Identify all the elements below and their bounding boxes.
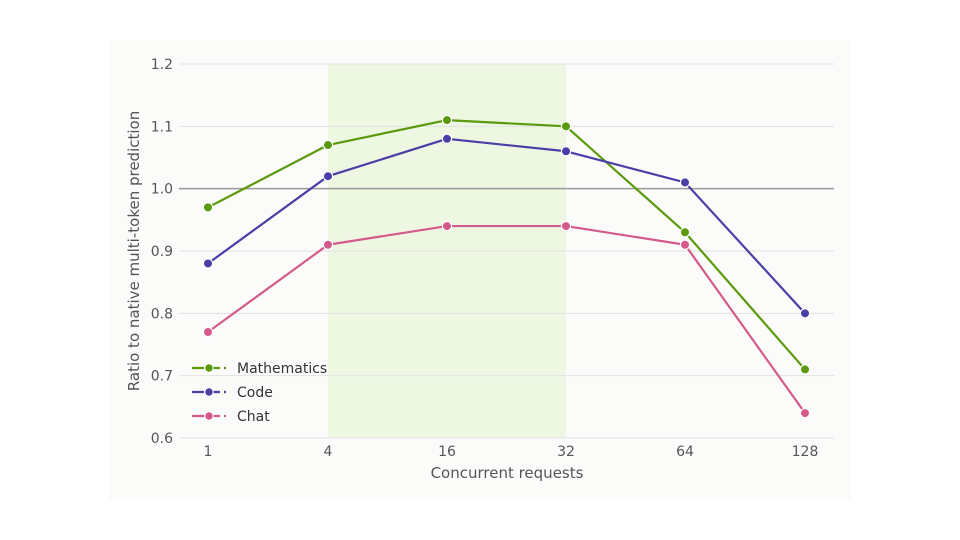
x-tick-label: 32 — [557, 444, 575, 460]
data-point — [322, 139, 334, 151]
data-point — [202, 202, 214, 213]
y-tick-label: 0.7 — [151, 369, 173, 385]
legend-entry: Code — [192, 385, 273, 401]
data-point — [679, 227, 691, 238]
x-tick-label: 1 — [204, 444, 213, 460]
data-point — [202, 258, 214, 269]
x-tick-label: 128 — [792, 444, 819, 460]
series-line — [207, 224, 806, 414]
data-point — [799, 308, 811, 319]
series-code — [202, 133, 811, 319]
y-tick-label: 0.9 — [151, 244, 173, 260]
x-tick-label: 64 — [676, 444, 694, 460]
data-point — [441, 220, 453, 232]
data-point — [322, 239, 334, 250]
data-point — [560, 146, 572, 157]
data-point — [322, 170, 334, 182]
legend-entry: Chat — [192, 409, 270, 425]
data-point — [202, 326, 214, 338]
data-point — [679, 177, 691, 188]
data-point — [799, 407, 811, 419]
data-point — [679, 239, 691, 250]
x-tick-label: 4 — [324, 444, 333, 460]
legend-swatch-marker — [204, 387, 214, 397]
y-tick-label: 1.2 — [151, 57, 173, 73]
legend-label: Code — [237, 385, 273, 401]
legend-swatch-marker — [204, 411, 214, 421]
series-line — [207, 118, 806, 371]
data-point — [441, 114, 453, 126]
y-tick-label: 1.0 — [151, 182, 173, 198]
data-point — [560, 121, 572, 132]
x-axis-label: Concurrent requests — [431, 464, 584, 482]
legend-label: Mathematics — [237, 361, 327, 377]
y-axis-label: Ratio to native multi-token prediction — [125, 111, 143, 391]
series-mathematics — [202, 114, 811, 375]
x-tick-label: 16 — [438, 444, 456, 460]
data-point — [799, 364, 811, 375]
legend-label: Chat — [237, 409, 270, 425]
y-tick-label: 0.8 — [151, 306, 173, 322]
data-point — [560, 220, 572, 232]
legend-swatch-marker — [204, 363, 214, 373]
series-chat — [202, 220, 811, 419]
y-tick-label: 0.6 — [151, 431, 173, 447]
data-point — [441, 133, 453, 144]
legend-entry: Mathematics — [192, 361, 327, 377]
y-tick-label: 1.1 — [151, 119, 173, 135]
series-line — [207, 137, 806, 315]
